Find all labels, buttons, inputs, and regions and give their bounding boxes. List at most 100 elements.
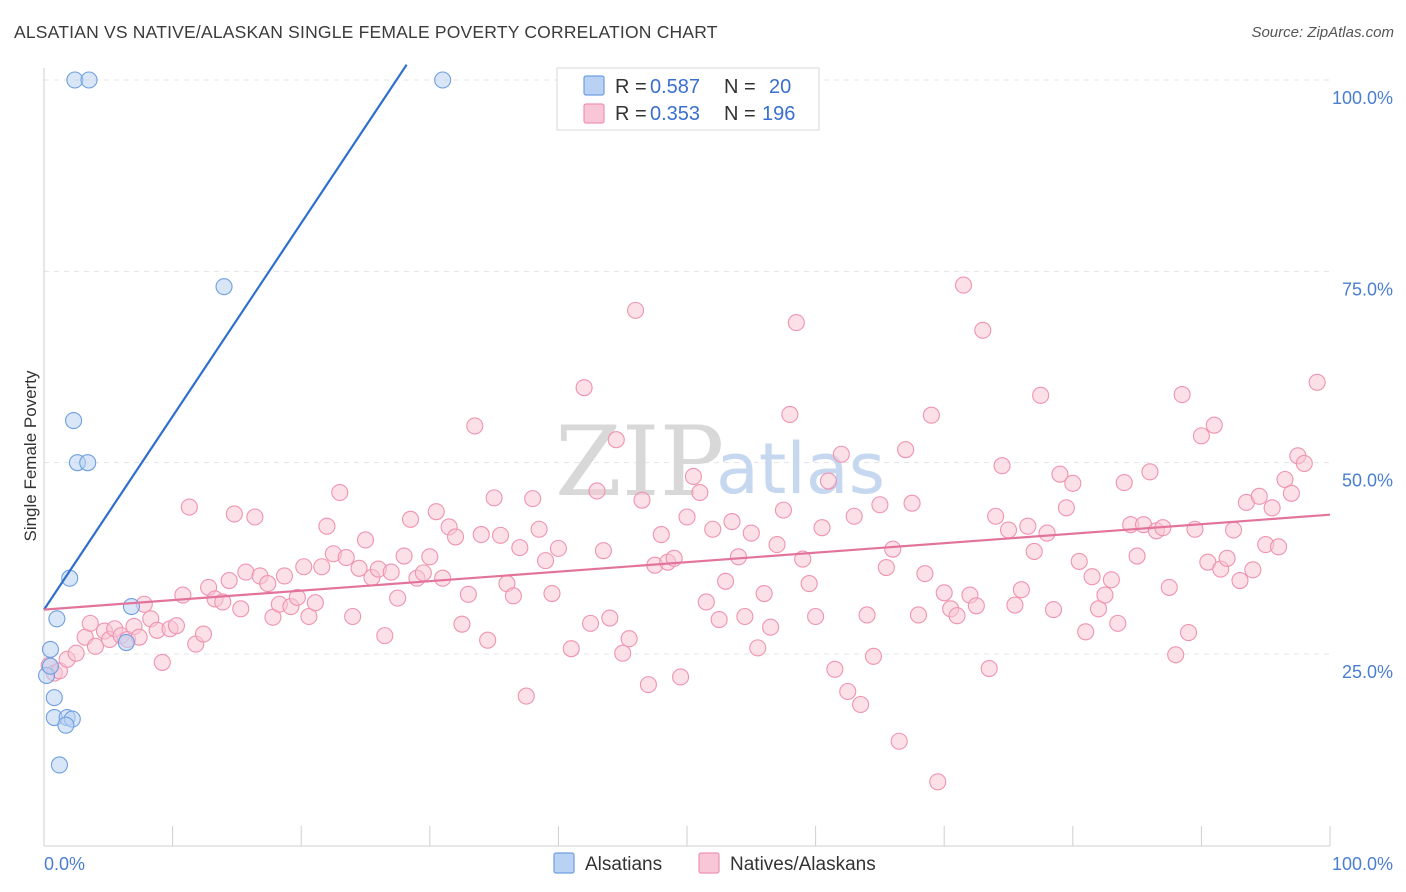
- alsatians-point-14: [45, 689, 63, 707]
- natives-point-7: [86, 637, 104, 655]
- legend-r-label-alsatians: R =: [615, 76, 647, 98]
- natives-point-109: [749, 639, 767, 657]
- natives-point-56: [395, 547, 413, 565]
- natives-point-192: [1282, 484, 1300, 502]
- natives-point-175: [1173, 386, 1191, 404]
- y-tick-label-25: 25.0%: [1342, 662, 1393, 682]
- legend-swatch-natives: [583, 103, 605, 124]
- natives-point-144: [974, 321, 992, 339]
- alsatians-point-9: [48, 610, 66, 628]
- natives-point-44: [318, 517, 336, 535]
- natives-point-152: [1025, 542, 1043, 560]
- legend-n-label-natives: N =: [724, 103, 756, 125]
- y-tick-label-100: 100.0%: [1332, 88, 1393, 108]
- natives-point-146: [987, 507, 1005, 525]
- natives-point-48: [344, 607, 362, 626]
- natives-point-110: [755, 584, 773, 603]
- natives-point-131: [890, 732, 908, 750]
- natives-point-140: [948, 607, 966, 625]
- natives-point-194: [1295, 454, 1313, 472]
- natives-point-112: [768, 536, 786, 554]
- x-tick-label-left: 0.0%: [44, 854, 85, 874]
- legend-n-label-alsatians: N =: [724, 76, 756, 98]
- natives-point-178: [1192, 427, 1210, 445]
- natives-point-165: [1109, 614, 1127, 632]
- natives-point-122: [832, 445, 850, 463]
- natives-point-59: [414, 564, 432, 582]
- natives-point-46: [331, 483, 349, 502]
- natives-point-74: [511, 539, 529, 557]
- natives-point-114: [781, 405, 799, 424]
- natives-point-107: [736, 607, 754, 626]
- natives-point-30: [232, 600, 250, 618]
- natives-point-135: [916, 565, 934, 583]
- natives-point-132: [897, 441, 915, 459]
- natives-point-71: [491, 526, 510, 544]
- natives-point-6: [81, 614, 99, 632]
- natives-point-154: [1038, 524, 1056, 542]
- natives-point-78: [536, 552, 555, 570]
- alsatians-point-19: [50, 756, 68, 774]
- bottom-legend-label-alsatians: Alsatians: [585, 854, 662, 875]
- natives-point-151: [1019, 517, 1037, 535]
- natives-point-65: [453, 615, 471, 633]
- natives-point-166: [1115, 474, 1133, 492]
- natives-point-69: [479, 631, 497, 649]
- natives-point-94: [652, 526, 670, 544]
- natives-point-155: [1044, 601, 1063, 619]
- natives-point-113: [774, 501, 793, 519]
- alsatians-point-10: [117, 633, 135, 652]
- natives-point-28: [220, 571, 238, 590]
- natives-point-187: [1250, 487, 1268, 505]
- natives-point-184: [1231, 571, 1249, 590]
- natives-point-82: [575, 379, 593, 397]
- natives-point-141: [954, 276, 973, 294]
- natives-point-97: [672, 668, 690, 686]
- natives-point-91: [633, 491, 651, 509]
- natives-point-157: [1057, 499, 1075, 517]
- bottom-legend-swatch-alsatians: [553, 852, 575, 874]
- legend-swatch-alsatians: [583, 75, 605, 96]
- natives-point-61: [427, 503, 445, 521]
- natives-point-57: [401, 510, 420, 528]
- natives-point-85: [594, 542, 612, 560]
- natives-point-106: [729, 548, 747, 566]
- natives-point-180: [1205, 416, 1223, 434]
- alsatians-points: [38, 71, 452, 774]
- natives-point-105: [723, 513, 741, 531]
- natives-point-83: [581, 614, 600, 632]
- natives-point-160: [1077, 623, 1095, 641]
- natives-point-49: [350, 559, 368, 577]
- natives-point-100: [691, 483, 709, 502]
- natives-point-124: [845, 507, 863, 525]
- natives-point-183: [1225, 521, 1243, 539]
- natives-point-79: [543, 584, 561, 603]
- natives-point-87: [607, 431, 625, 449]
- natives-point-182: [1218, 549, 1236, 567]
- natives-point-40: [295, 558, 313, 576]
- alsatians-point-11: [41, 640, 59, 658]
- natives-point-22: [180, 498, 198, 516]
- natives-point-89: [620, 630, 638, 648]
- natives-alaskans-points: [40, 276, 1326, 791]
- natives-point-32: [246, 508, 264, 526]
- natives-point-195: [1308, 373, 1326, 391]
- natives-point-108: [742, 524, 760, 542]
- natives-point-118: [807, 607, 825, 626]
- natives-point-150: [1012, 581, 1030, 599]
- natives-point-128: [871, 496, 889, 514]
- natives-point-29: [225, 505, 243, 523]
- x-tick-label-right: 100.0%: [1332, 854, 1393, 874]
- natives-point-54: [382, 563, 400, 581]
- natives-point-133: [903, 494, 921, 512]
- natives-point-121: [826, 660, 844, 678]
- natives-point-77: [530, 520, 548, 538]
- natives-point-138: [935, 584, 953, 602]
- natives-point-136: [922, 406, 940, 424]
- natives-point-162: [1089, 600, 1108, 618]
- alsatians-point-2: [434, 71, 452, 89]
- y-tick-labels: 25.0% 50.0% 75.0% 100.0%: [1332, 88, 1393, 682]
- alsatians-point-13: [41, 657, 59, 675]
- natives-point-37: [275, 567, 294, 585]
- natives-point-190: [1270, 538, 1288, 556]
